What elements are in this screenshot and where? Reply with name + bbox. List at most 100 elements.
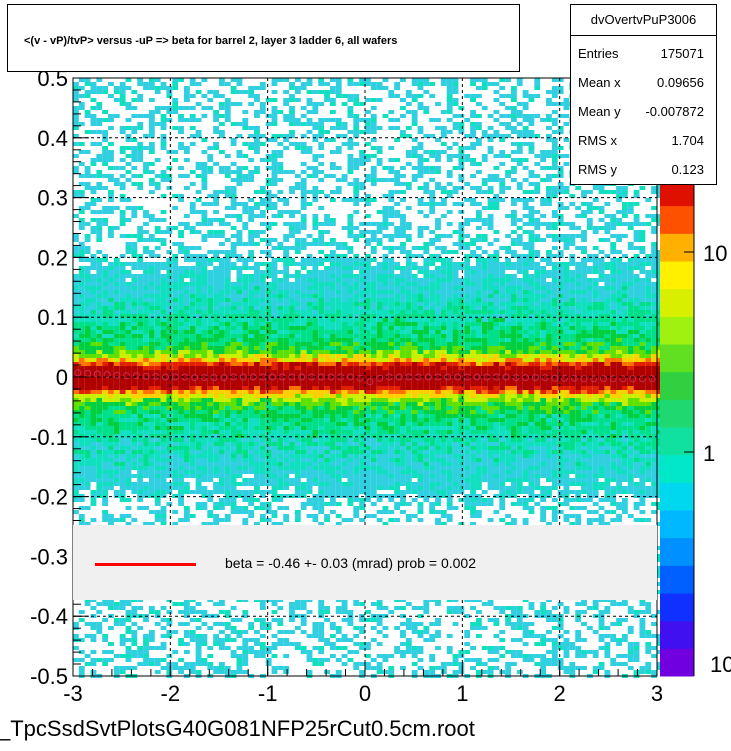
heatmap-cell — [627, 202, 634, 206]
heatmap-cell — [376, 306, 383, 310]
heatmap-cell — [505, 346, 511, 350]
heatmap-cell — [108, 234, 114, 238]
heatmap-cell — [90, 278, 97, 282]
heatmap-cell — [452, 78, 459, 82]
heatmap-cell — [160, 170, 167, 174]
heatmap-cell — [592, 230, 599, 234]
heatmap-cell — [143, 314, 149, 318]
heatmap-cell — [329, 298, 336, 302]
heatmap-cell — [248, 250, 255, 254]
heatmap-cell — [324, 342, 330, 346]
heatmap-cell — [516, 130, 523, 134]
heatmap-cell — [645, 354, 652, 358]
heatmap-cell — [651, 354, 657, 358]
heatmap-cell — [248, 134, 255, 138]
heatmap-cell — [522, 342, 529, 346]
heatmap-cell — [213, 358, 219, 362]
heatmap-cell — [645, 326, 652, 330]
heatmap-cell — [376, 150, 383, 154]
heatmap-cell — [440, 274, 447, 278]
heatmap-cell — [376, 222, 383, 226]
heatmap-cell — [254, 286, 260, 290]
heatmap-cell — [160, 194, 167, 198]
heatmap-cell — [528, 350, 535, 354]
heatmap-cell — [522, 294, 529, 298]
heatmap-cell — [505, 338, 511, 342]
heatmap-cell — [446, 210, 453, 214]
heatmap-cell — [534, 190, 541, 194]
heatmap-cell — [581, 230, 587, 234]
heatmap-cell — [195, 134, 202, 138]
heatmap-cell — [639, 314, 646, 318]
heatmap-cell — [347, 142, 354, 146]
heatmap-cell — [213, 318, 219, 322]
heatmap-cell — [639, 258, 646, 262]
heatmap-cell — [131, 130, 138, 134]
heatmap-cell — [318, 306, 325, 310]
heatmap-cell — [201, 178, 208, 182]
heatmap-cell — [657, 358, 663, 362]
heatmap-cell — [277, 310, 284, 314]
heatmap-cell — [143, 290, 149, 294]
heatmap-cell — [657, 278, 663, 282]
heatmap-cell — [294, 122, 301, 126]
heatmap-cell — [90, 198, 97, 202]
heatmap-cell — [148, 98, 155, 102]
heatmap-cell — [312, 334, 319, 338]
heatmap-cell — [201, 282, 208, 286]
heatmap-cell — [581, 286, 587, 290]
heatmap-cell — [213, 110, 219, 114]
heatmap-cell — [324, 174, 330, 178]
heatmap-cell — [569, 222, 576, 226]
heatmap-cell — [195, 102, 202, 106]
heatmap-cell — [429, 278, 436, 282]
heatmap-cell — [294, 222, 301, 226]
heatmap-cell — [271, 258, 278, 262]
heatmap-cell — [90, 338, 97, 342]
heatmap-cell — [113, 182, 120, 186]
heatmap-cell — [359, 346, 365, 350]
heatmap-cell — [546, 198, 552, 202]
heatmap-cell — [254, 330, 260, 334]
heatmap-cell — [546, 174, 552, 178]
heatmap-cell — [201, 222, 208, 226]
heatmap-cell — [195, 230, 202, 234]
heatmap-cell — [312, 366, 319, 370]
heatmap-cell — [318, 238, 325, 242]
heatmap-cell — [189, 306, 196, 310]
heatmap-cell — [131, 254, 138, 258]
heatmap-cell — [470, 362, 476, 366]
heatmap-cell — [96, 346, 103, 350]
heatmap-cell — [522, 354, 529, 358]
heatmap-cell — [306, 322, 313, 326]
heatmap-cell — [411, 110, 418, 114]
heatmap-cell — [78, 354, 85, 358]
heatmap-cell — [470, 346, 476, 350]
heatmap-cell — [96, 262, 103, 266]
heatmap-cell — [102, 258, 109, 262]
heatmap-cell — [557, 310, 564, 314]
heatmap-cell — [219, 150, 225, 154]
heatmap-cell — [300, 186, 307, 190]
heatmap-cell — [294, 142, 301, 146]
heatmap-cell — [259, 370, 266, 374]
heatmap-cell — [575, 350, 582, 354]
heatmap-cell — [464, 318, 471, 322]
heatmap-cell — [388, 270, 395, 274]
heatmap-cell — [300, 346, 307, 350]
heatmap-cell — [522, 198, 529, 202]
heatmap-cell — [318, 350, 325, 354]
heatmap-cell — [347, 146, 354, 150]
heatmap-cell — [376, 158, 383, 162]
heatmap-cell — [405, 338, 412, 342]
heatmap-cell — [458, 158, 465, 162]
heatmap-cell — [324, 298, 330, 302]
heatmap-cell — [329, 378, 336, 382]
heatmap-cell — [388, 346, 395, 350]
heatmap-cell — [458, 374, 465, 378]
heatmap-cell — [73, 170, 79, 174]
heatmap-cell — [616, 250, 622, 254]
heatmap-cell — [575, 338, 582, 342]
heatmap-cell — [189, 226, 196, 230]
heatmap-cell — [108, 270, 114, 274]
